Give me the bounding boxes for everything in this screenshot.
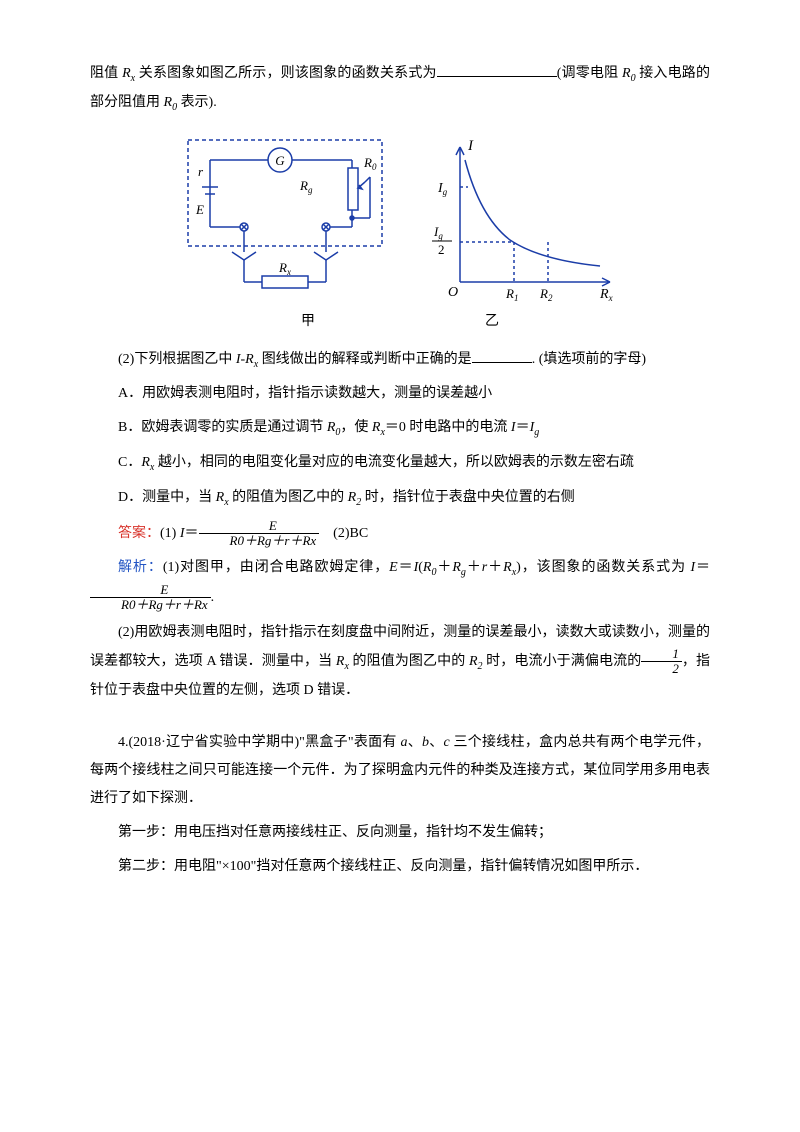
- option-d: D．测量中，当 Rx 的阻值为图乙中的 R2 时，指针位于表盘中央位置的右侧: [90, 484, 710, 513]
- tick-R1: R1: [505, 286, 518, 302]
- answer-line: 答案：(1) I＝ER0＋Rg＋r＋Rx (2)BC: [90, 519, 710, 549]
- axis-I: I: [467, 138, 474, 154]
- label-Rx: Rx: [278, 260, 291, 277]
- answer-fraction: ER0＋Rg＋r＋Rx: [199, 519, 320, 549]
- figure-row: G r E Rg R0 Rx I Ig Ig 2 O R: [90, 132, 710, 302]
- option-b: B．欧姆表调零的实质是通过调节 R0，使 Rx＝0 时电路中的电流 I＝Ig: [90, 414, 710, 443]
- var-r0-2: R0: [164, 95, 178, 110]
- circuit-diagram: G r E Rg R0 Rx: [180, 132, 390, 302]
- blank-answer-1: [437, 62, 557, 77]
- text: 关系图象如图乙所示，则该图象的函数关系式为: [135, 66, 437, 81]
- option-c: C．Rx 越小，相同的电阻变化量对应的电流变化量越大，所以欧姆表的示数左密右疏: [90, 449, 710, 478]
- explain-label: 解析：: [118, 560, 163, 575]
- label-Rg: Rg: [299, 178, 313, 195]
- q4-step1: 第一步：用电压挡对任意两接线柱正、反向测量，指针均不发生偏转；: [90, 819, 710, 847]
- text: 表示).: [177, 95, 217, 110]
- tick-Ig: Ig: [437, 181, 448, 197]
- text: 阻值: [90, 66, 122, 81]
- tick-Ig2-num: Ig: [433, 224, 443, 241]
- blank-answer-2: [472, 348, 532, 363]
- answer-label: 答案：: [118, 526, 160, 541]
- spacer: [90, 711, 710, 723]
- label-E: E: [195, 202, 204, 217]
- para-q2: (2)下列根据图乙中 I-Rx 图线做出的解释或判断中正确的是. (填选项前的字…: [90, 346, 710, 375]
- explain-2: (2)用欧姆表测电阻时，指针指示在刻度盘中间附近，测量的误差最小，读数大或读数小…: [90, 619, 710, 705]
- axis-Rx: Rx: [599, 287, 613, 302]
- tick-R2: R2: [539, 286, 553, 302]
- text: (调零电阻: [557, 66, 622, 81]
- caption-right: 乙: [485, 308, 499, 336]
- figure-captions: 甲 乙: [90, 308, 710, 336]
- explain-fraction: ER0＋Rg＋r＋Rx: [90, 583, 211, 613]
- q4-para: 4.(2018·辽宁省实验中学期中)"黑盒子"表面有 a、b、c 三个接线柱，盒…: [90, 729, 710, 813]
- q4-step2: 第二步：用电阻"×100"挡对任意两个接线柱正、反向测量，指针偏转情况如图甲所示…: [90, 853, 710, 881]
- para-1: 阻值 Rx 关系图象如图乙所示，则该图象的函数关系式为(调零电阻 R0 接入电路…: [90, 60, 710, 118]
- graph-diagram: I Ig Ig 2 O R1 R2 Rx: [420, 132, 620, 302]
- caption-left: 甲: [301, 308, 315, 336]
- label-G: G: [275, 153, 285, 168]
- label-R0: R0: [363, 155, 377, 172]
- half-fraction: 12: [641, 647, 682, 677]
- tick-Ig2-den: 2: [438, 242, 445, 257]
- origin-O: O: [448, 285, 458, 300]
- var-rx: Rx: [122, 66, 135, 81]
- explain-1: 解析：(1)对图甲，由闭合电路欧姆定律，E＝I(R0＋Rg＋r＋Rx)，该图象的…: [90, 554, 710, 612]
- var-r0: R0: [622, 66, 636, 81]
- option-a: A．用欧姆表测电阻时，指针指示读数越大，测量的误差越小: [90, 380, 710, 408]
- label-r: r: [198, 164, 204, 179]
